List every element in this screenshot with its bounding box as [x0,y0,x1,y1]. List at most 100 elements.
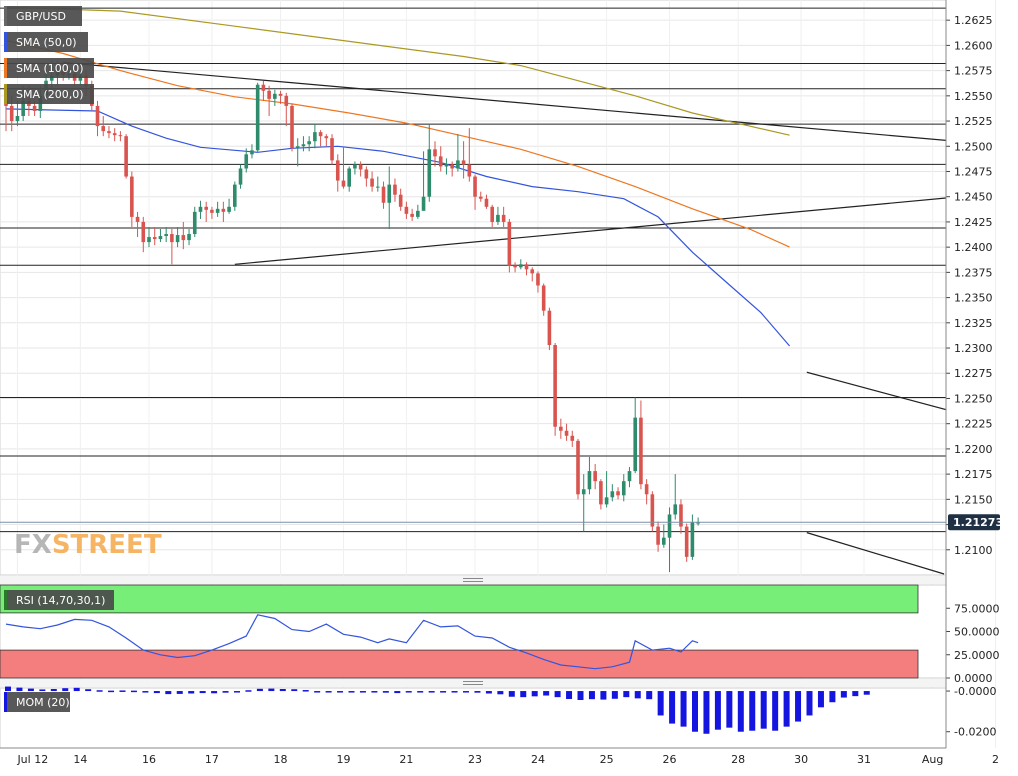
candle-up[interactable] [244,148,249,173]
pane-splitter-mom[interactable] [0,679,946,687]
candle-up[interactable] [175,226,180,248]
candle-down[interactable] [170,228,174,265]
candle-down[interactable] [473,174,477,210]
candle-up[interactable] [233,181,237,211]
candle-up[interactable] [444,158,449,175]
legend-instrument[interactable]: GBP/USD [4,6,82,26]
candle-up[interactable] [215,201,220,217]
candle-down[interactable] [95,100,100,137]
candle-down[interactable] [284,92,289,127]
candle-down[interactable] [181,221,186,250]
candle-down[interactable] [135,211,140,238]
candle-down[interactable] [478,191,483,202]
candle-down[interactable] [330,134,334,165]
candle-down[interactable] [324,134,329,147]
candle-up[interactable] [633,397,637,474]
candle-up[interactable] [301,136,306,152]
candle-down[interactable] [410,208,414,221]
candle-up[interactable] [307,136,311,152]
candle-up[interactable] [496,206,500,225]
trendline[interactable] [234,190,1018,265]
candle-up[interactable] [673,474,678,520]
candle-down[interactable] [204,201,208,222]
candle-up[interactable] [147,226,151,248]
candle-down[interactable] [541,283,546,316]
candle-up[interactable] [421,151,426,211]
candle-down[interactable] [450,161,454,177]
candle-down[interactable] [370,171,374,192]
candle-up[interactable] [198,200,203,219]
candle-down[interactable] [547,307,552,351]
candle-up[interactable] [416,204,420,219]
candle-up[interactable] [621,474,626,502]
candle-down[interactable] [107,126,111,139]
candle-up[interactable] [427,124,432,202]
candle-down[interactable] [599,479,603,510]
candle-down[interactable] [467,128,472,182]
candle-down[interactable] [393,178,397,202]
candle-down[interactable] [524,262,529,276]
candle-up[interactable] [164,226,168,243]
candle-up[interactable] [456,134,460,172]
candle-up[interactable] [667,507,672,572]
candle-up[interactable] [353,161,357,175]
legend-sma-50[interactable]: SMA (50,0) [4,32,88,52]
legend-rsi[interactable]: RSI (14,70,30,1) [4,590,114,610]
candle-down[interactable] [318,130,323,147]
candle-up[interactable] [376,176,380,192]
candle-up[interactable] [662,524,666,548]
candle-down[interactable] [210,206,214,219]
candle-down[interactable] [570,430,575,447]
candle-up[interactable] [255,82,260,153]
candle-down[interactable] [364,166,369,187]
candle-up[interactable] [519,259,523,270]
candle-down[interactable] [576,438,580,500]
candle-down[interactable] [290,103,294,152]
candle-up[interactable] [227,198,231,214]
candle-down[interactable] [507,218,512,273]
candle-down[interactable] [261,80,266,101]
candle-down[interactable] [564,423,569,441]
candle-up[interactable] [250,144,254,159]
candle-down[interactable] [656,521,660,552]
candle-down[interactable] [381,181,386,209]
candle-up[interactable] [15,100,20,127]
candle-down[interactable] [433,141,437,167]
candle-up[interactable] [604,471,609,508]
candle-down[interactable] [267,85,271,117]
candle-down[interactable] [501,206,506,227]
trendline[interactable] [63,61,1018,149]
candle-down[interactable] [152,226,157,246]
candle-down[interactable] [335,154,340,192]
candle-down[interactable] [141,216,146,253]
candle-down[interactable] [101,116,106,137]
candle-down[interactable] [553,342,557,436]
candle-down[interactable] [593,464,597,490]
trendline[interactable] [806,371,1018,434]
pane-splitter-rsi[interactable] [0,576,946,584]
candle-down[interactable] [639,400,643,490]
candle-down[interactable] [616,487,620,500]
candle-down[interactable] [559,418,563,439]
candle-down[interactable] [513,262,517,273]
candle-down[interactable] [679,499,683,534]
candle-down[interactable] [118,131,123,142]
candle-down[interactable] [278,90,283,104]
candle-up[interactable] [610,484,615,502]
candle-down[interactable] [112,128,117,142]
candle-up[interactable] [238,164,243,189]
legend-mom[interactable]: MOM (20) [4,692,70,712]
candle-up[interactable] [696,517,700,526]
candle-down[interactable] [221,201,226,222]
candle-down[interactable] [358,161,363,177]
candle-up[interactable] [627,467,632,488]
candle-down[interactable] [650,491,655,532]
candle-down[interactable] [644,479,649,505]
candle-down[interactable] [130,171,134,227]
candle-up[interactable] [187,228,191,246]
candle-down[interactable] [684,523,689,562]
candle-up[interactable] [273,89,277,106]
candle-down[interactable] [530,267,535,282]
